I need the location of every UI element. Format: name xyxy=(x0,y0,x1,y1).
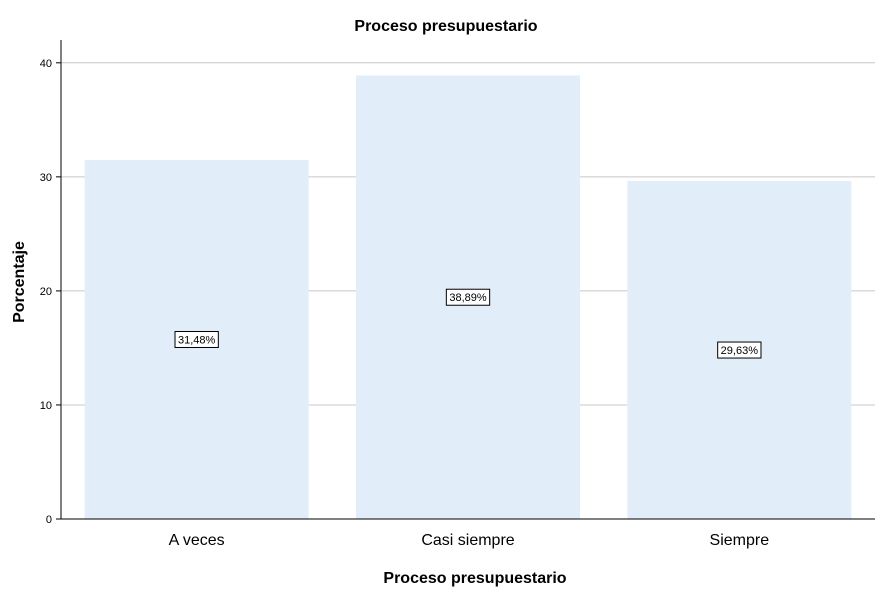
y-tick-label: 0 xyxy=(46,514,52,526)
data-label: 29,63% xyxy=(717,341,762,359)
y-tick-label: 20 xyxy=(40,286,52,298)
data-labels: 31,48% 38,89% 29,63% xyxy=(174,288,762,359)
y-axis-title: Porcentaje xyxy=(11,241,28,323)
x-tick-label: Casi siempre xyxy=(421,532,514,549)
data-label-box xyxy=(717,341,762,359)
x-axis-title: Proceso presupuestario xyxy=(383,570,566,587)
data-label: 31,48% xyxy=(174,330,219,348)
y-tick-label: 40 xyxy=(40,58,52,70)
y-tick-labels: 0 10 20 30 40 xyxy=(40,58,52,526)
y-tick-label: 10 xyxy=(40,400,52,412)
y-tick-label: 30 xyxy=(40,172,52,184)
data-label-text: 31,48% xyxy=(178,334,216,346)
x-tick-labels: A veces Casi siempre Siempre xyxy=(169,532,770,549)
chart-title: Proceso presupuestario xyxy=(354,18,537,35)
x-tick-label: Siempre xyxy=(710,532,770,549)
axes xyxy=(56,40,875,520)
x-tick-label: A veces xyxy=(169,532,225,549)
data-label-text: 38,89% xyxy=(449,292,487,304)
data-label-text: 29,63% xyxy=(721,345,759,357)
data-label-box xyxy=(445,288,491,306)
data-label: 38,89% xyxy=(445,288,491,306)
data-label-box xyxy=(174,330,219,348)
